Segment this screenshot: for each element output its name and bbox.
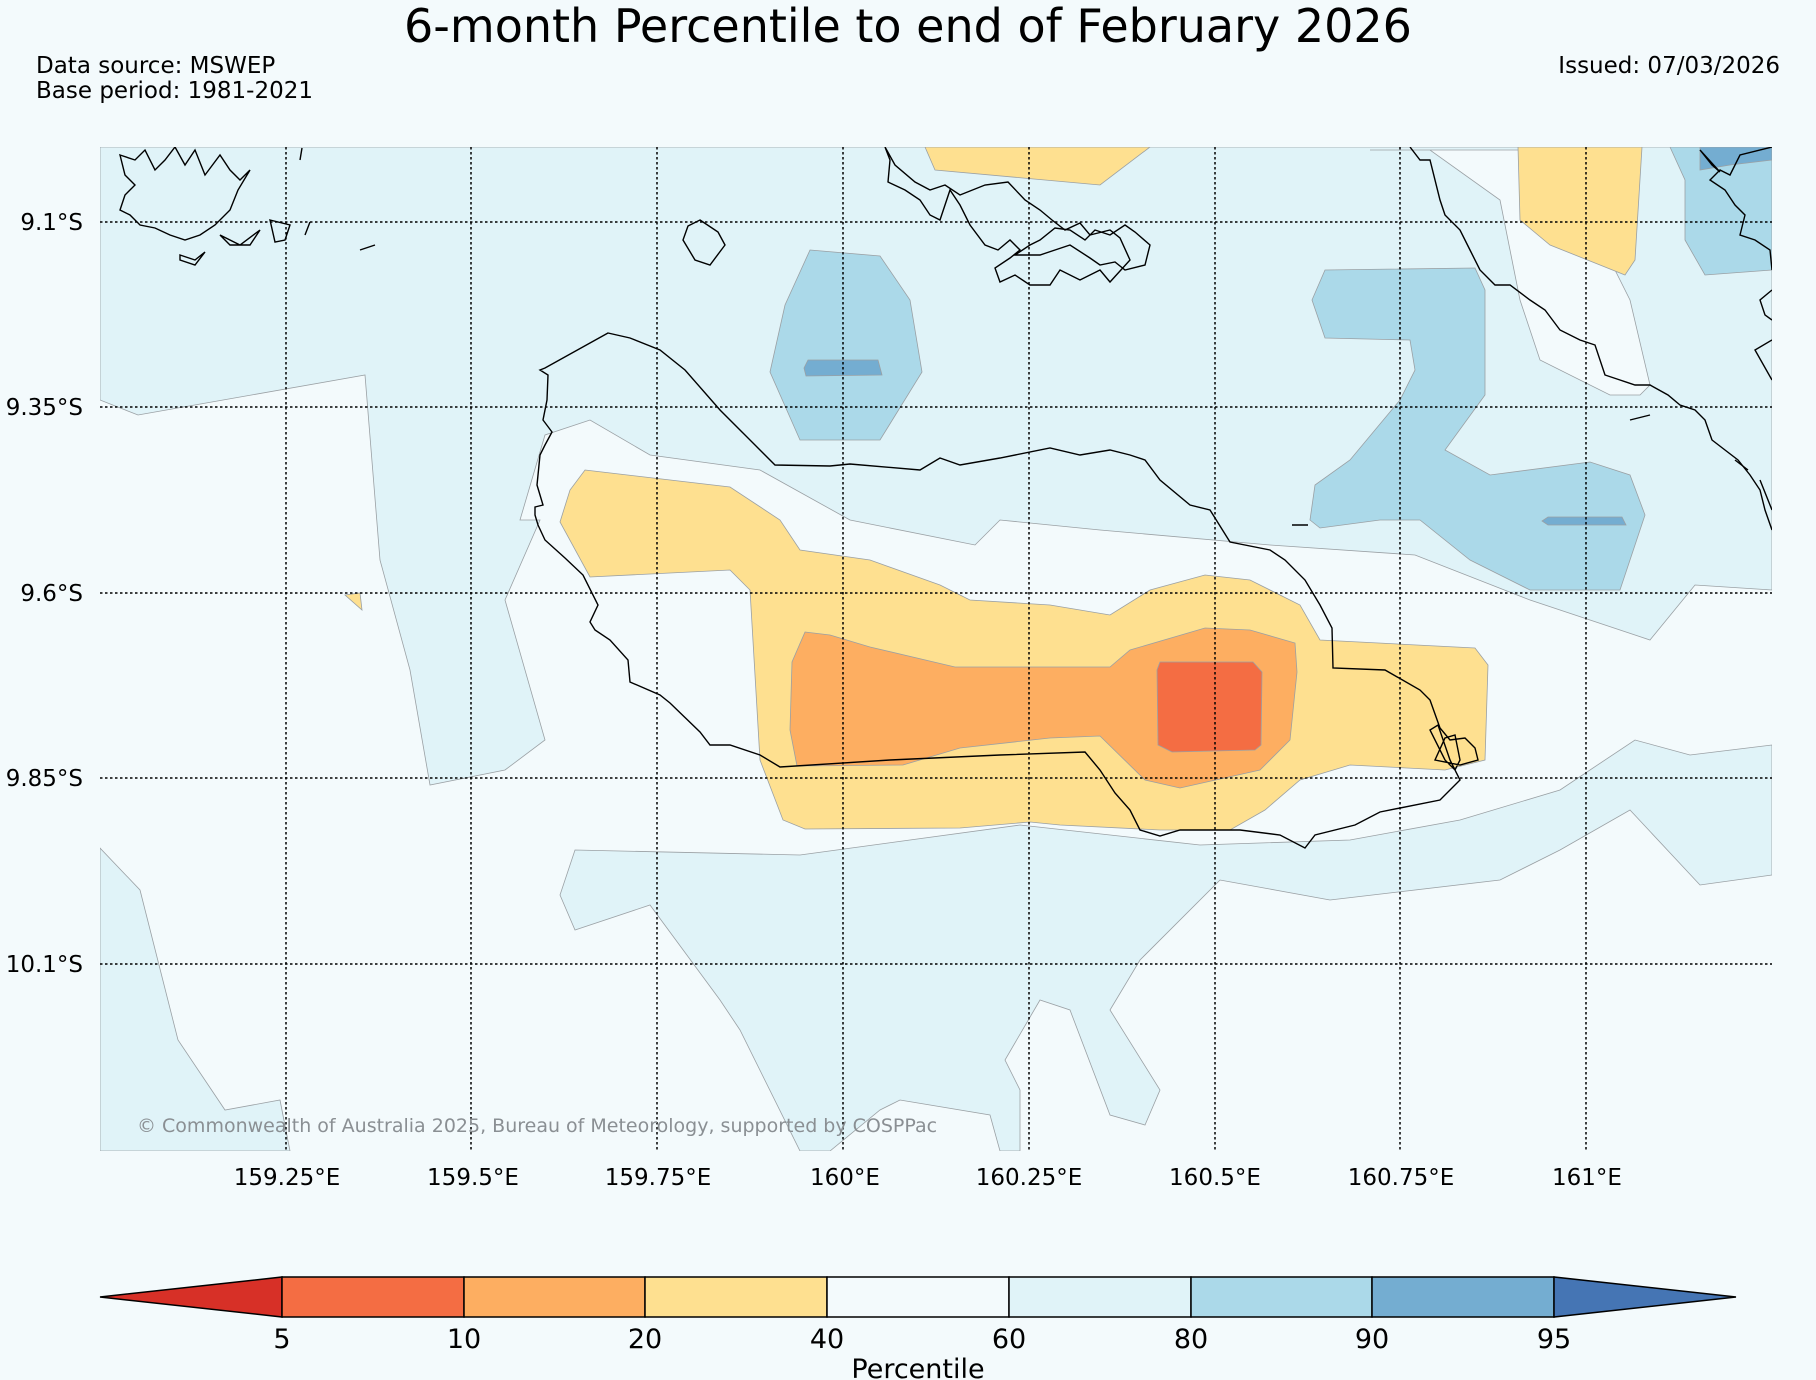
colorbar-tick: 20 bbox=[628, 1324, 662, 1355]
contour-5-10 bbox=[1156, 661, 1263, 753]
colorbar-segment bbox=[1008, 1276, 1192, 1318]
coastline-malaita-islets bbox=[1292, 149, 1772, 526]
coastline-florida-island-2 bbox=[1012, 224, 1151, 271]
colorbar-tick: 80 bbox=[1174, 1324, 1208, 1355]
lon-label: 160°E bbox=[810, 1165, 880, 1191]
coastline-russell-islets bbox=[179, 147, 376, 266]
contour-80-90-northeast bbox=[1669, 147, 1772, 276]
coastline-florida-islands bbox=[884, 147, 1131, 286]
graticule bbox=[100, 147, 1772, 1151]
map-plot-area bbox=[100, 147, 1772, 1151]
lat-label: 10.1°S bbox=[6, 952, 83, 978]
contour-80-90-center bbox=[769, 249, 923, 441]
colorbar-segment bbox=[1371, 1276, 1555, 1318]
percentile-contours bbox=[100, 147, 1772, 1151]
lon-label: 160.25°E bbox=[976, 1165, 1083, 1191]
contour-80-90-east bbox=[1309, 267, 1646, 591]
colorbar-segment bbox=[644, 1276, 828, 1318]
colorbar-extend-low bbox=[99, 1276, 283, 1318]
copyright-notice: © Commonwealth of Australia 2025, Bureau… bbox=[137, 1115, 937, 1137]
coastline-russell-islands bbox=[119, 147, 251, 241]
colorbar-segment bbox=[1190, 1276, 1373, 1318]
colorbar-segment bbox=[463, 1276, 646, 1318]
lat-label: 9.1°S bbox=[20, 210, 83, 236]
coastline-malaita-east bbox=[1708, 147, 1772, 381]
colorbar-tick: 5 bbox=[273, 1324, 290, 1355]
colorbar-segment bbox=[281, 1276, 465, 1318]
colorbar-extend-high bbox=[1553, 1276, 1737, 1318]
base-period-label: Base period: 1981-2021 bbox=[36, 78, 314, 104]
lat-label: 9.35°S bbox=[6, 395, 83, 421]
colorbar-segment bbox=[826, 1276, 1010, 1318]
colorbar-tick: 95 bbox=[1537, 1324, 1571, 1355]
lat-label: 9.85°S bbox=[6, 766, 83, 792]
contour-60-80-south bbox=[559, 739, 1772, 1151]
latitude-labels: 9.1°S 9.35°S 9.6°S 9.85°S 10.1°S bbox=[6, 210, 83, 978]
contour-90-95-east bbox=[1541, 516, 1627, 526]
colorbar: 5 10 20 40 60 80 90 95 Percentile bbox=[99, 1276, 1737, 1380]
colorbar-tick: 10 bbox=[447, 1324, 481, 1355]
colorbar-tick: 60 bbox=[992, 1324, 1026, 1355]
longitude-labels: 159.25°E 159.5°E 159.75°E 160°E 160.25°E… bbox=[234, 1165, 1622, 1191]
map-title: 6-month Percentile to end of February 20… bbox=[404, 0, 1412, 53]
contour-20-40-north bbox=[924, 147, 1151, 186]
colorbar-title: Percentile bbox=[851, 1354, 984, 1380]
lon-label: 159.5°E bbox=[427, 1165, 519, 1191]
coastline-malaita bbox=[1409, 147, 1772, 531]
lon-label: 161°E bbox=[1552, 1165, 1622, 1191]
colorbar-tick: 90 bbox=[1355, 1324, 1389, 1355]
colorbar-tick: 40 bbox=[810, 1324, 844, 1355]
contour-90-95-northeast bbox=[1699, 147, 1772, 171]
data-source-label: Data source: MSWEP bbox=[36, 53, 276, 79]
coastlines bbox=[119, 147, 1772, 849]
lon-label: 160.75°E bbox=[1348, 1165, 1455, 1191]
contour-20-40-speck bbox=[344, 592, 363, 611]
lon-label: 159.75°E bbox=[605, 1165, 712, 1191]
issued-date: Issued: 07/03/2026 bbox=[1558, 53, 1780, 79]
contour-20-40-northeast bbox=[1517, 147, 1643, 276]
lat-label: 9.6°S bbox=[20, 581, 83, 607]
coastline-savo-island bbox=[682, 219, 726, 266]
coastline-guadalcanal bbox=[534, 332, 1479, 849]
lon-label: 159.25°E bbox=[234, 1165, 341, 1191]
metadata-block: Data source: MSWEP Base period: 1981-202… bbox=[36, 54, 313, 104]
lon-label: 160.5°E bbox=[1169, 1165, 1261, 1191]
contour-60-80-southwest bbox=[100, 847, 291, 1151]
